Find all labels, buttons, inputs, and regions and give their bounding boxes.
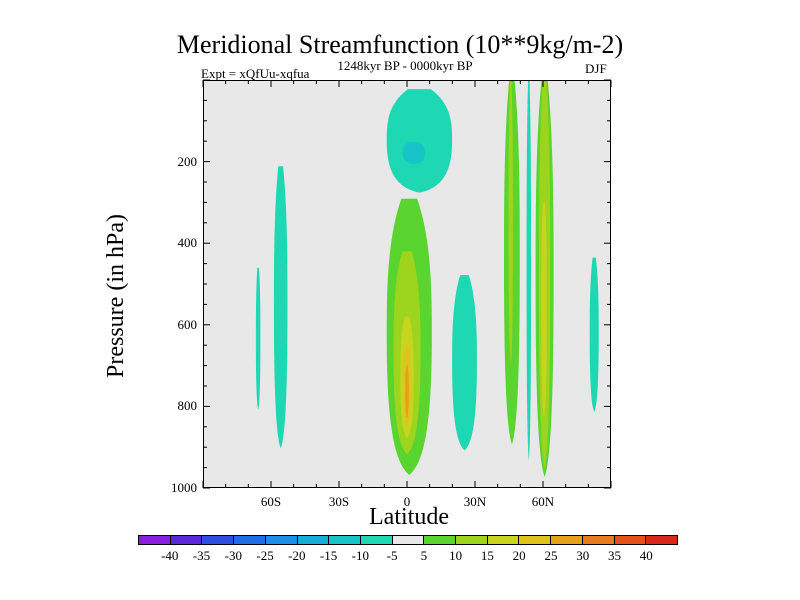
colorbar-label: 10 <box>449 548 463 563</box>
colorbar-bin <box>297 536 330 544</box>
colorbar-label: -30 <box>224 548 242 563</box>
colorbar-bin <box>582 536 615 544</box>
colorbar-bin <box>234 536 266 544</box>
y-tick-label: 400 <box>177 235 198 251</box>
x-tick-label: 0 <box>403 494 411 509</box>
contour-region-1 <box>273 166 288 449</box>
colorbar-bin <box>360 536 393 544</box>
colorbar <box>138 535 678 545</box>
colorbar-bin <box>392 536 425 544</box>
contour-region-13 <box>508 81 514 366</box>
contour-region-0 <box>255 267 261 410</box>
colorbar-bin <box>519 536 552 544</box>
colorbar-label: 5 <box>420 548 428 563</box>
x-tick-label: 30N <box>463 494 487 509</box>
contour-region-3 <box>402 141 426 165</box>
colorbar-bin <box>170 536 203 544</box>
contour-region-16 <box>541 202 547 418</box>
contour-region-4 <box>452 275 477 451</box>
colorbar-bin <box>614 536 647 544</box>
y-axis-label: Pressure (in hPa) <box>103 214 129 378</box>
contour-region-11 <box>405 365 409 418</box>
contour-field <box>255 81 599 477</box>
colorbar-label: -15 <box>319 548 338 563</box>
colorbar-bin <box>487 536 520 544</box>
colorbar-bin <box>265 536 298 544</box>
colorbar-label: -40 <box>161 548 179 563</box>
y-tick-label: 200 <box>177 153 198 169</box>
x-tick-label: 30S <box>328 494 350 509</box>
colorbar-label: 25 <box>544 548 558 563</box>
colorbar-label: 40 <box>639 548 653 563</box>
colorbar-label: 30 <box>576 548 590 563</box>
colorbar-label: 15 <box>480 548 494 563</box>
colorbar-label: 20 <box>512 548 526 563</box>
colorbar-bin <box>329 536 361 544</box>
colorbar-bin <box>139 536 171 544</box>
season-label: DJF <box>585 61 607 76</box>
contour-region-2 <box>386 89 453 193</box>
contour-region-5 <box>526 81 532 461</box>
x-tick-label: 60S <box>260 494 282 509</box>
colorbar-label: -10 <box>351 548 370 563</box>
x-axis-label: Latitude <box>369 504 449 530</box>
y-tick-label: 1000 <box>171 480 197 495</box>
plot-area <box>203 80 611 488</box>
contour-region-6 <box>589 257 599 412</box>
colorbar-label: 35 <box>607 548 621 563</box>
colorbar-bin <box>551 536 583 544</box>
colorbar-bin <box>424 536 457 544</box>
time-range-label: 1248kyr BP - 0000kyr BP <box>337 58 473 73</box>
colorbar-bin <box>202 536 235 544</box>
colorbar-bin <box>646 536 677 544</box>
y-tick-label: 600 <box>177 316 198 332</box>
colorbar-label: -25 <box>256 548 274 563</box>
x-tick-label: 60N <box>531 494 555 509</box>
colorbar-bin <box>456 536 488 544</box>
colorbar-label: -20 <box>288 548 306 563</box>
y-tick-label: 800 <box>177 398 198 414</box>
colorbar-label: -5 <box>386 548 398 563</box>
chart-title: Meridional Streamfunction (10**9kg/m-2) <box>176 30 624 59</box>
colorbar-label: -35 <box>192 548 211 563</box>
experiment-label: Expt = xQfUu-xqfua <box>201 66 310 81</box>
